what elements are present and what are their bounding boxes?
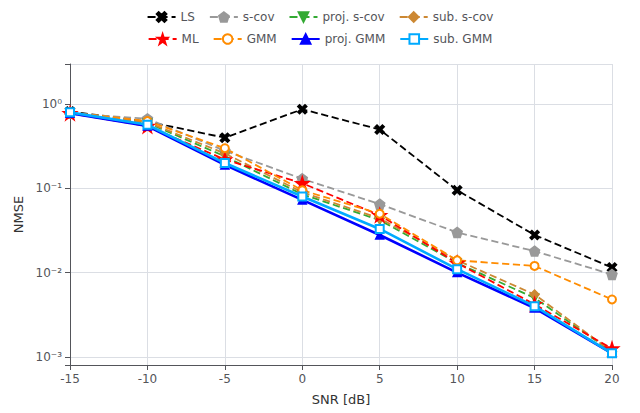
svg-text:ML: ML bbox=[182, 32, 199, 46]
svg-text:s-cov: s-cov bbox=[243, 10, 275, 24]
svg-text:NMSE: NMSE bbox=[11, 196, 26, 233]
svg-text:-10: -10 bbox=[138, 372, 158, 386]
svg-text:0: 0 bbox=[298, 372, 306, 386]
svg-text:proj. GMM: proj. GMM bbox=[325, 32, 386, 46]
svg-text:-15: -15 bbox=[60, 372, 80, 386]
svg-text:20: 20 bbox=[604, 372, 619, 386]
svg-text:SNR [dB]: SNR [dB] bbox=[312, 392, 370, 407]
svg-text:10⁻¹: 10⁻¹ bbox=[36, 181, 63, 195]
svg-text:GMM: GMM bbox=[247, 32, 277, 46]
svg-text:LS: LS bbox=[181, 10, 195, 24]
svg-text:10⁻³: 10⁻³ bbox=[36, 350, 63, 364]
svg-text:10⁻²: 10⁻² bbox=[36, 266, 63, 280]
svg-text:-5: -5 bbox=[219, 372, 231, 386]
svg-text:5: 5 bbox=[376, 372, 384, 386]
svg-text:15: 15 bbox=[527, 372, 542, 386]
svg-text:sub. GMM: sub. GMM bbox=[433, 32, 492, 46]
svg-text:sub. s-cov: sub. s-cov bbox=[433, 10, 494, 24]
svg-text:10: 10 bbox=[450, 372, 465, 386]
svg-text:proj. s-cov: proj. s-cov bbox=[322, 10, 384, 24]
svg-text:10⁰: 10⁰ bbox=[42, 97, 62, 111]
